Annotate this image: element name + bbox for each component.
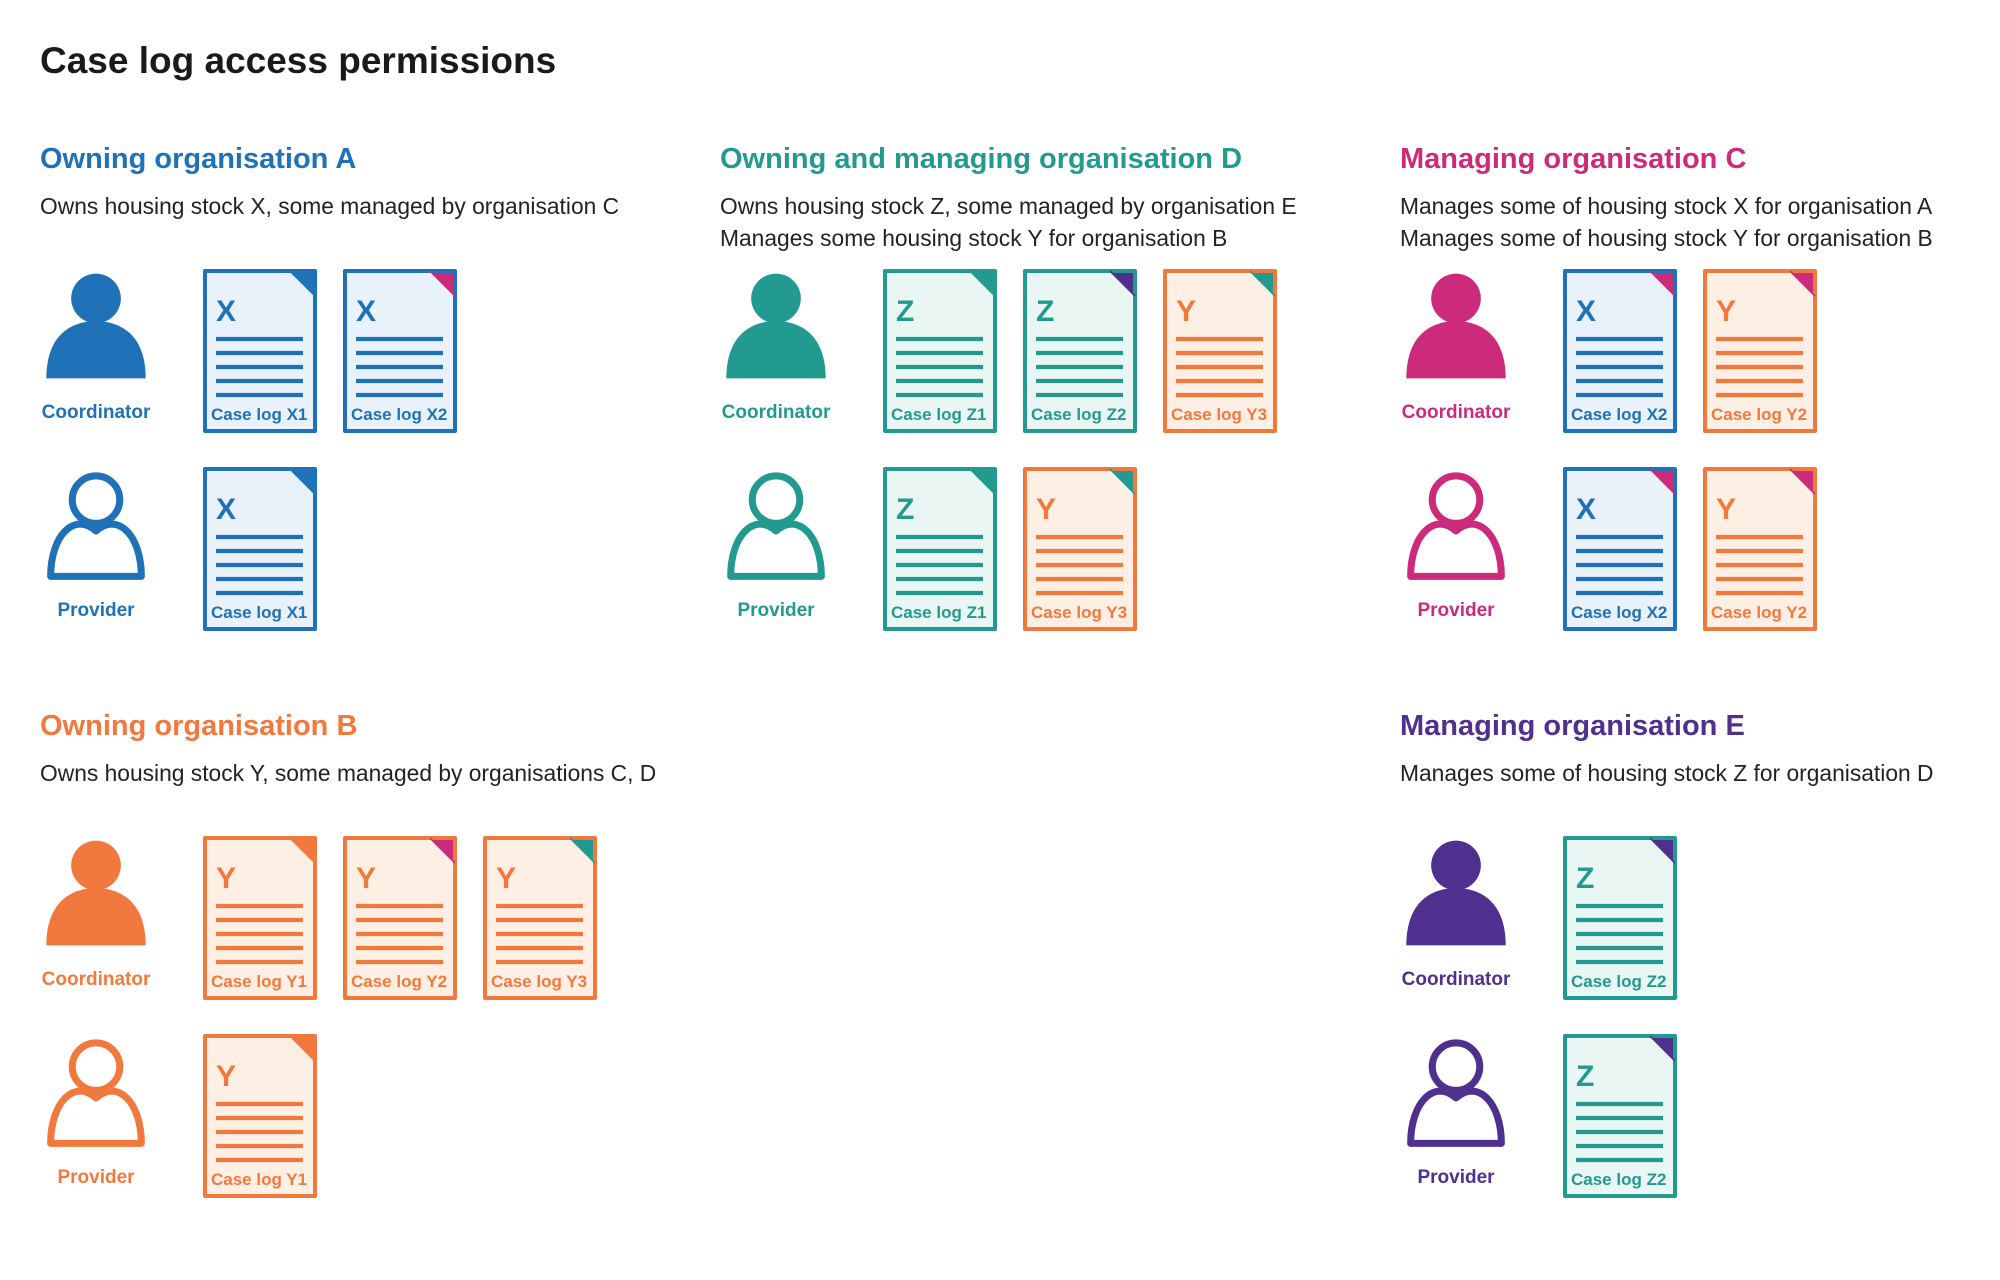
svg-text:Case log X2: Case log X2 [1571,405,1667,424]
svg-text:Case log Y3: Case log Y3 [1171,405,1267,424]
svg-text:Case log X2: Case log X2 [1571,603,1667,622]
svg-text:Z: Z [896,295,914,328]
svg-text:Z: Z [896,493,914,526]
svg-text:Y: Y [1036,493,1056,526]
svg-text:Case log Y3: Case log Y3 [491,972,587,991]
svg-text:Y: Y [216,862,236,895]
svg-text:Y: Y [356,862,376,895]
svg-text:Case log Y1: Case log Y1 [211,972,307,991]
svg-text:Case log Y3: Case log Y3 [1031,603,1127,622]
svg-text:Case log X1: Case log X1 [211,603,307,622]
svg-text:Case log X1: Case log X1 [211,405,307,424]
svg-text:X: X [1576,493,1596,526]
svg-text:Case log Z2: Case log Z2 [1031,405,1126,424]
svg-text:Case log Z1: Case log Z1 [891,603,986,622]
svg-text:Case log Y2: Case log Y2 [1711,603,1807,622]
svg-text:Y: Y [1716,493,1736,526]
svg-text:Case log Z2: Case log Z2 [1571,972,1666,991]
svg-text:Z: Z [1576,1060,1594,1093]
svg-text:Z: Z [1576,862,1594,895]
svg-text:Case log Y2: Case log Y2 [351,972,447,991]
svg-text:Y: Y [216,1060,236,1093]
svg-text:Case log Z2: Case log Z2 [1571,1170,1666,1189]
svg-text:Z: Z [1036,295,1054,328]
svg-text:X: X [216,295,236,328]
svg-text:X: X [356,295,376,328]
svg-text:X: X [216,493,236,526]
svg-text:X: X [1576,295,1596,328]
svg-text:Case log Z1: Case log Z1 [891,405,986,424]
svg-text:Y: Y [1716,295,1736,328]
svg-text:Case log Y2: Case log Y2 [1711,405,1807,424]
svg-text:Y: Y [1176,295,1196,328]
svg-text:Case log Y1: Case log Y1 [211,1170,307,1189]
svg-text:Case log X2: Case log X2 [351,405,447,424]
svg-text:Y: Y [496,862,516,895]
